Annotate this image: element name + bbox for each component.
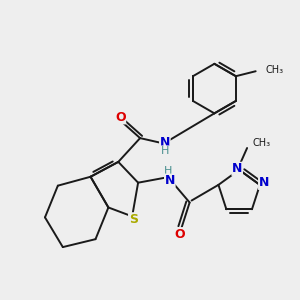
Text: N: N (160, 136, 170, 148)
Text: H: H (164, 166, 172, 176)
Text: O: O (174, 228, 185, 241)
Text: N: N (259, 176, 269, 189)
Text: S: S (129, 213, 138, 226)
Text: N: N (232, 162, 242, 175)
Text: CH₃: CH₃ (252, 138, 270, 148)
Text: CH₃: CH₃ (266, 65, 284, 75)
Text: N: N (165, 174, 175, 187)
Text: O: O (115, 111, 126, 124)
Text: H: H (161, 146, 169, 156)
